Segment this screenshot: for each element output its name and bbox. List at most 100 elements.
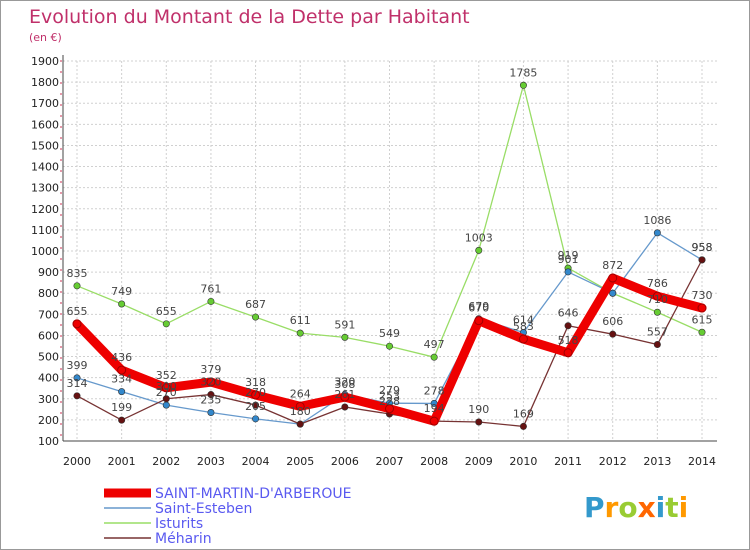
axes: 100 200 300 400 500 600 700 800 900 1000 1100 1200 1… — [31, 55, 717, 468]
data-label: 199 — [111, 401, 132, 414]
data-point — [518, 334, 528, 344]
data-label: 615 — [692, 313, 713, 326]
data-point — [429, 416, 439, 426]
data-point — [162, 320, 170, 328]
legend-label: Méharin — [155, 531, 212, 547]
data-label: 270 — [156, 386, 177, 399]
data-point — [475, 246, 483, 254]
y-tick-label: 1100 — [31, 224, 59, 237]
data-label: 205 — [245, 400, 266, 413]
data-point — [341, 333, 349, 341]
y-tick-label: 1000 — [31, 245, 59, 258]
y-tick-label: 1800 — [31, 76, 59, 89]
data-label: 518 — [558, 334, 579, 347]
data-point — [653, 308, 661, 316]
data-label: 901 — [558, 253, 579, 266]
data-label: 497 — [424, 338, 445, 351]
data-label: 919 — [558, 249, 579, 262]
x-tick-label: 2010 — [509, 455, 537, 468]
data-point — [341, 403, 349, 411]
data-point — [296, 329, 304, 337]
data-label: 399 — [67, 359, 88, 372]
data-label: 958 — [692, 241, 713, 254]
series-lines — [72, 81, 707, 430]
data-label: 761 — [200, 282, 221, 295]
data-label: 1785 — [509, 66, 537, 79]
data-point — [698, 328, 706, 336]
data-point — [563, 348, 573, 358]
data-label: 379 — [200, 363, 221, 376]
data-point — [564, 268, 572, 276]
data-point — [118, 388, 126, 396]
data-point — [564, 322, 572, 330]
x-tick-label: 2003 — [197, 455, 225, 468]
data-label: 872 — [602, 259, 623, 272]
data-label: 687 — [245, 298, 266, 311]
y-tick-label: 1900 — [31, 55, 59, 68]
data-point — [73, 282, 81, 290]
data-label: 279 — [379, 384, 400, 397]
y-tick-label: 1600 — [31, 118, 59, 131]
data-label: 749 — [111, 285, 132, 298]
data-label: 308 — [334, 378, 355, 391]
data-label: 670 — [468, 302, 489, 315]
data-point — [161, 383, 171, 393]
chart-subtitle: (en €) — [29, 31, 62, 44]
data-label: 679 — [468, 300, 489, 313]
data-point — [252, 415, 260, 423]
y-tick-label: 1300 — [31, 182, 59, 195]
data-label: 591 — [334, 318, 355, 331]
data-label: 190 — [468, 403, 489, 416]
data-point — [385, 342, 393, 350]
y-tick-label: 900 — [38, 266, 59, 279]
data-point — [252, 401, 260, 409]
logo-letter: x — [638, 491, 656, 524]
data-point — [207, 391, 215, 399]
proxiti-logo: Proxiti — [584, 491, 688, 524]
data-label: 655 — [67, 305, 88, 318]
logo-letter: i — [656, 491, 666, 524]
data-label: 228 — [379, 395, 400, 408]
x-tick-label: 2002 — [152, 455, 180, 468]
data-label: 253 — [379, 390, 400, 403]
data-point — [251, 390, 261, 400]
x-tick-label: 2007 — [376, 455, 404, 468]
data-point — [207, 297, 215, 305]
data-point — [340, 392, 350, 402]
data-point — [385, 404, 394, 414]
data-point — [296, 420, 304, 428]
data-point — [118, 416, 126, 424]
data-label: 320 — [334, 376, 355, 389]
y-tick-label: 200 — [38, 414, 59, 427]
data-label: 235 — [200, 394, 221, 407]
data-point — [698, 256, 706, 264]
data-point — [73, 374, 81, 382]
legend: SAINT-MARTIN-D'ARBEROUESaint-EstebenIstu… — [104, 486, 351, 547]
data-point — [206, 377, 216, 387]
data-point — [207, 408, 215, 416]
data-point — [252, 313, 260, 321]
logo-letter: r — [605, 491, 619, 524]
data-label: 300 — [156, 380, 177, 393]
data-label: 261 — [334, 388, 355, 401]
data-point — [117, 365, 127, 375]
x-tick-label: 2013 — [643, 455, 671, 468]
y-tick-label: 800 — [38, 287, 59, 300]
data-labels: 835 749 655 761 687 611 591 549 497 1003 1785 919 71… — [67, 66, 713, 420]
data-point — [430, 353, 438, 361]
data-label: 614 — [513, 313, 534, 326]
data-label: 278 — [424, 384, 445, 397]
legend-label: Saint-Esteben — [155, 501, 252, 517]
data-label: 334 — [111, 373, 132, 386]
y-tick-label: 600 — [38, 329, 59, 342]
data-label: 1003 — [465, 231, 493, 244]
x-tick-label: 2001 — [108, 455, 136, 468]
data-label: 314 — [67, 377, 88, 390]
data-label: 320 — [200, 376, 221, 389]
logo-letter: o — [618, 491, 637, 524]
y-tick-label: 300 — [38, 393, 59, 406]
data-point — [474, 316, 484, 326]
data-label: 730 — [692, 289, 713, 302]
data-label: 606 — [602, 315, 623, 328]
